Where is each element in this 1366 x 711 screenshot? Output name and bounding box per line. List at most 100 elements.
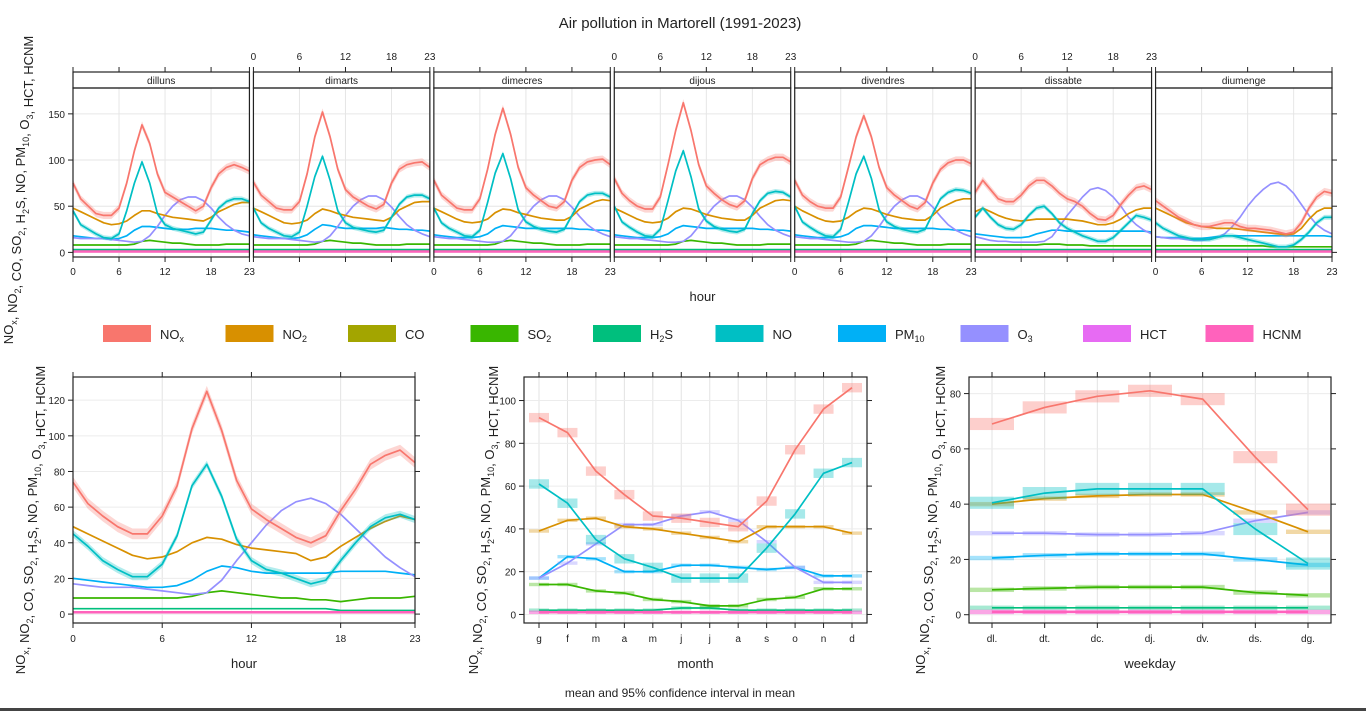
panel-frame bbox=[1154, 87, 1333, 258]
series-line-nox bbox=[538, 387, 853, 528]
x-tick-label: 23 bbox=[424, 52, 436, 63]
series-line-no bbox=[974, 205, 1152, 243]
legend-swatch bbox=[103, 325, 151, 342]
day-panel-dimarts: dimarts 0 6 12 18 23 bbox=[251, 52, 436, 262]
legend-swatch bbox=[593, 325, 641, 342]
x-tick-label: f bbox=[566, 634, 569, 645]
y-tick-label: 100 bbox=[48, 156, 65, 167]
series-line-nox bbox=[793, 114, 972, 210]
series-line-nox bbox=[991, 389, 1309, 511]
ci-band-no bbox=[73, 159, 250, 241]
x-tick-label: 23 bbox=[605, 267, 617, 278]
hour-panel: NOx, NO2, CO, SO2, H2S, NO, PM10, O3, HC… bbox=[13, 366, 421, 674]
x-tick-label: 0 bbox=[431, 267, 437, 278]
series-line-pm10 bbox=[72, 565, 416, 589]
ci-bar-so2 bbox=[970, 587, 1014, 593]
x-tick-label: dc. bbox=[1091, 634, 1104, 645]
series-line-no bbox=[433, 152, 611, 238]
panel-frame bbox=[252, 87, 431, 258]
series-line-o3 bbox=[72, 497, 416, 596]
x-tick-label: 6 bbox=[1199, 267, 1205, 278]
legend-label: NO2 bbox=[283, 327, 308, 344]
y-tick-label: 80 bbox=[54, 467, 66, 478]
ci-band-nox bbox=[975, 176, 1152, 224]
panel-frame bbox=[72, 376, 416, 624]
y-axis-label: NOx, NO2, CO, SO2, H2S, NO, PM10, O3, HC… bbox=[466, 366, 501, 674]
ci-bar-pm10 bbox=[970, 555, 1014, 561]
series-line-no2 bbox=[72, 515, 416, 562]
x-tick-label: dj. bbox=[1145, 634, 1156, 645]
ci-band-no bbox=[253, 153, 430, 240]
ci-band-no bbox=[1155, 214, 1332, 250]
series-line-nox bbox=[1155, 190, 1333, 235]
strip-label: dissabte bbox=[1045, 76, 1083, 87]
day-panel-dimecres: dimecres 0 6 12 18 23 bbox=[431, 67, 616, 278]
series-line-no bbox=[1155, 216, 1332, 248]
ci-bar-nox bbox=[842, 382, 862, 393]
x-tick-label: 6 bbox=[477, 267, 483, 278]
x-tick-label: 18 bbox=[335, 634, 347, 645]
series-line-so2 bbox=[73, 590, 416, 603]
x-tick-label: 12 bbox=[246, 634, 258, 645]
legend-item-h2s: H2S bbox=[593, 325, 673, 344]
x-tick-label: g bbox=[536, 634, 542, 645]
ci-bar-no bbox=[842, 457, 862, 468]
legend-swatch bbox=[838, 325, 886, 342]
y-axis-label: NOx, NO2, CO, SO2, H2S, NO, PM10, O3, HC… bbox=[13, 366, 48, 674]
y-tick-label: 40 bbox=[950, 500, 962, 511]
series-line-o3 bbox=[794, 195, 972, 244]
legend-item-hct: HCT bbox=[1083, 325, 1167, 342]
legend-swatch bbox=[225, 325, 274, 342]
y-tick-label: 20 bbox=[505, 568, 517, 579]
series-line-pm10 bbox=[538, 555, 852, 579]
x-tick-label: s bbox=[764, 634, 769, 645]
x-tick-label: m bbox=[649, 634, 657, 645]
series-line-o3 bbox=[538, 510, 852, 584]
x-tick-label: dt. bbox=[1039, 634, 1050, 645]
x-tick-label: a bbox=[622, 634, 628, 645]
ci-band-no bbox=[614, 148, 791, 240]
ci-band-nox bbox=[73, 385, 415, 549]
legend-label: SO2 bbox=[528, 327, 552, 344]
legend-item-pm10: PM10 bbox=[838, 325, 925, 344]
x-tick-label: o bbox=[792, 634, 798, 645]
legend-swatch bbox=[715, 325, 764, 342]
ci-band-no bbox=[794, 153, 972, 240]
month-panel: NOx, NO2, CO, SO2, H2S, NO, PM10, O3, HC… bbox=[466, 366, 872, 674]
series-line-no bbox=[991, 488, 1309, 565]
strip-label: dimarts bbox=[325, 76, 358, 87]
series-line-no2 bbox=[794, 197, 972, 223]
ci-band-nox bbox=[1155, 187, 1332, 238]
series-line-so2 bbox=[253, 239, 430, 246]
x-tick-label: 23 bbox=[244, 267, 256, 278]
x-tick-label: 18 bbox=[1108, 52, 1120, 63]
x-tick-label: n bbox=[821, 634, 827, 645]
series-line-so2 bbox=[539, 583, 852, 607]
series-line-o3 bbox=[253, 195, 431, 244]
series-line-so2 bbox=[1155, 245, 1332, 248]
x-tick-label: d bbox=[849, 634, 855, 645]
legend-item-co: CO bbox=[348, 325, 425, 342]
legend-label: HCT bbox=[1140, 327, 1167, 342]
x-tick-label: 6 bbox=[838, 267, 844, 278]
series-line-no2 bbox=[1155, 207, 1332, 236]
series-line-no bbox=[613, 149, 792, 238]
legend-label: HCNM bbox=[1263, 327, 1302, 342]
x-tick-label: 6 bbox=[658, 52, 664, 63]
ci-bar-no2 bbox=[970, 501, 1014, 507]
x-tick-label: 12 bbox=[159, 267, 171, 278]
series-line-no2 bbox=[974, 207, 1152, 226]
strip-label: diumenge bbox=[1222, 76, 1266, 87]
x-tick-label: 18 bbox=[1288, 267, 1300, 278]
day-panel-dijous: dijous 0 6 12 18 23 bbox=[612, 52, 797, 262]
y-tick-label: 40 bbox=[505, 525, 517, 536]
strip-label: dilluns bbox=[147, 76, 175, 87]
series-line-h2s bbox=[73, 607, 415, 612]
series-line-no2 bbox=[253, 200, 430, 225]
y-tick-label: 20 bbox=[950, 555, 962, 566]
x-tick-label: 23 bbox=[1146, 52, 1158, 63]
legend-label: NO bbox=[773, 327, 793, 342]
x-tick-label: dg. bbox=[1301, 634, 1315, 645]
series-line-pm10 bbox=[991, 553, 1309, 566]
y-tick-label: 80 bbox=[950, 390, 962, 401]
